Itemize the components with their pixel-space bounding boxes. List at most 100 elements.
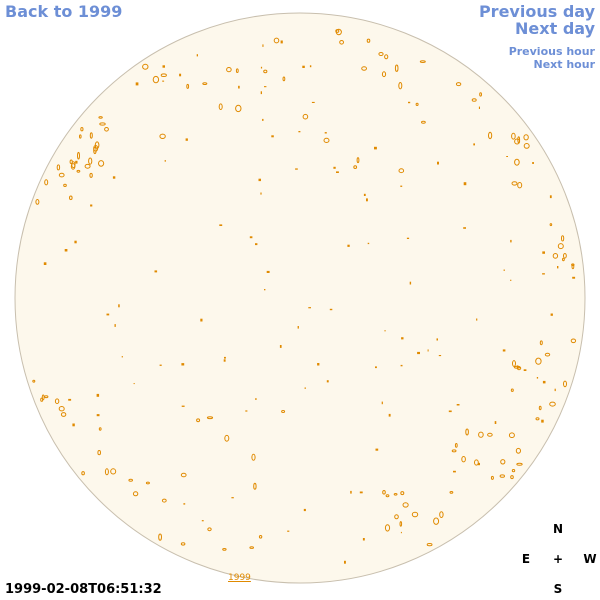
active-region-contour — [104, 127, 109, 132]
active-region-dot — [249, 236, 253, 239]
active-region-contour — [487, 432, 493, 437]
active-region-contour — [465, 428, 469, 436]
active-region-contour — [538, 405, 542, 411]
active-region-contour — [563, 253, 567, 259]
active-region-contour — [451, 449, 457, 453]
active-region-dot — [219, 224, 223, 226]
active-region-contour — [490, 475, 494, 480]
active-region-contour — [539, 340, 543, 346]
active-region-contour — [81, 471, 85, 476]
active-region-dot — [366, 198, 368, 202]
active-region-dot — [502, 349, 506, 352]
active-region-contour — [41, 394, 45, 401]
active-region-contour — [557, 243, 564, 250]
active-region-contour — [76, 169, 81, 173]
active-region-contour — [433, 517, 440, 525]
next-day-link[interactable]: Next day — [515, 19, 595, 38]
previous-hour-link[interactable]: Previous hour — [508, 45, 595, 58]
active-region-contour — [511, 181, 518, 186]
active-region-dot — [297, 326, 299, 329]
active-region-dot — [427, 349, 429, 352]
active-region-contour — [562, 257, 565, 262]
active-region-dot — [255, 398, 257, 400]
active-region-dot — [438, 355, 442, 357]
active-region-dot — [400, 364, 403, 367]
active-region-contour — [159, 133, 166, 140]
active-region-contour — [251, 453, 256, 461]
active-region-contour — [549, 223, 553, 227]
active-region-dot — [223, 359, 226, 362]
active-region-dot — [295, 168, 298, 170]
active-region-contour — [394, 514, 399, 520]
active-region-contour — [235, 104, 242, 113]
active-region-contour — [479, 92, 483, 97]
next-hour-link[interactable]: Next hour — [533, 58, 596, 71]
active-region-dot — [476, 318, 478, 321]
back-to-year-link[interactable]: Back to 1999 — [5, 2, 123, 21]
active-region-dot — [572, 276, 576, 279]
active-region-dot — [106, 313, 110, 316]
active-region-contour — [56, 164, 61, 171]
active-region-dot — [309, 65, 312, 68]
active-region-dot — [510, 279, 512, 281]
active-region-contour — [411, 511, 419, 518]
active-region-dot — [162, 65, 165, 68]
active-region-dot — [523, 369, 527, 371]
active-region-dot — [264, 289, 266, 291]
active-region-contour — [258, 535, 263, 539]
active-region-contour — [110, 468, 117, 475]
year-link[interactable]: 1999 — [228, 573, 251, 583]
active-region-dot — [304, 387, 306, 389]
active-region-contour — [381, 71, 387, 78]
active-region-contour — [235, 68, 239, 73]
active-region-contour — [224, 434, 230, 442]
active-region-dot — [112, 176, 116, 179]
active-region-contour — [145, 481, 150, 485]
active-region-dot — [133, 383, 135, 385]
active-region-dot — [463, 182, 467, 186]
active-region-contour — [508, 432, 515, 439]
active-region-contour — [419, 60, 426, 63]
active-region-contour — [517, 182, 523, 189]
active-region-dot — [74, 240, 77, 244]
active-region-dot — [200, 318, 203, 322]
active-region-contour — [399, 521, 403, 527]
active-region-dot — [271, 135, 274, 138]
active-region-contour — [382, 490, 386, 495]
active-region-contour — [186, 83, 190, 89]
active-region-dot — [347, 244, 350, 247]
active-region-contour — [142, 63, 149, 70]
active-region-contour — [79, 134, 82, 139]
active-region-contour — [161, 498, 167, 503]
active-region-contour — [384, 524, 391, 532]
active-region-dot — [154, 270, 158, 273]
active-region-contour — [523, 143, 530, 149]
active-region-dot — [541, 419, 544, 423]
active-region-contour — [84, 163, 91, 169]
active-region-contour — [471, 98, 477, 102]
active-region-contour — [58, 406, 65, 412]
active-region-dot — [135, 82, 139, 86]
previous-day-link[interactable]: Previous day — [478, 2, 595, 21]
active-region-dot — [260, 192, 262, 195]
active-region-contour — [385, 494, 390, 498]
active-region-dot — [463, 227, 466, 229]
active-region-contour — [449, 491, 454, 494]
active-region-dot — [196, 54, 198, 57]
active-region-contour — [202, 82, 208, 85]
active-region-contour — [455, 82, 462, 87]
active-region-dot — [311, 101, 315, 103]
active-region-dot — [542, 380, 546, 384]
active-region-dot — [181, 363, 185, 366]
active-region-contour — [552, 253, 559, 259]
active-region-contour — [500, 459, 506, 465]
compass-north: N — [552, 522, 564, 536]
active-region-dot — [542, 273, 545, 275]
active-region-dot — [262, 118, 264, 121]
compass-east: E — [521, 552, 531, 566]
active-region-contour — [97, 450, 101, 456]
active-region-contour — [561, 235, 565, 242]
active-region-contour — [461, 456, 466, 463]
active-region-dot — [231, 497, 234, 499]
active-region-dot — [302, 65, 305, 68]
